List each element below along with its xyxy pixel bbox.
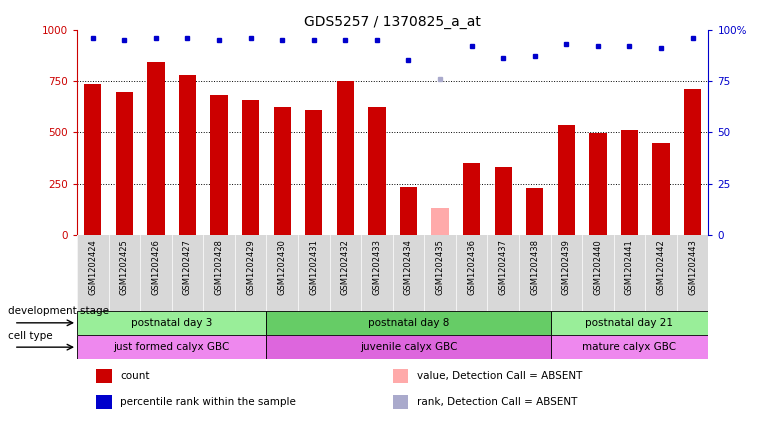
Bar bbox=[557, 125, 575, 235]
Text: GSM1202433: GSM1202433 bbox=[373, 239, 381, 295]
Text: GSM1202427: GSM1202427 bbox=[183, 239, 192, 295]
Bar bbox=[551, 335, 708, 359]
Bar bbox=[242, 100, 259, 235]
Text: GSM1202426: GSM1202426 bbox=[152, 239, 160, 295]
Text: GSM1202438: GSM1202438 bbox=[531, 239, 539, 295]
Bar bbox=[621, 130, 638, 235]
Text: GSM1202442: GSM1202442 bbox=[657, 239, 665, 294]
Bar bbox=[116, 92, 133, 235]
Text: GSM1202430: GSM1202430 bbox=[278, 239, 286, 295]
Bar bbox=[96, 395, 112, 409]
Bar bbox=[77, 310, 266, 335]
Text: GSM1202425: GSM1202425 bbox=[120, 239, 129, 294]
Text: GSM1202441: GSM1202441 bbox=[625, 239, 634, 294]
Bar bbox=[266, 310, 551, 335]
Text: cell type: cell type bbox=[8, 331, 52, 341]
Bar bbox=[463, 163, 480, 235]
Bar bbox=[210, 95, 228, 235]
Bar bbox=[147, 63, 165, 235]
Text: GSM1202437: GSM1202437 bbox=[499, 239, 507, 295]
Text: development stage: development stage bbox=[8, 306, 109, 316]
Text: postnatal day 8: postnatal day 8 bbox=[368, 318, 449, 328]
Text: rank, Detection Call = ABSENT: rank, Detection Call = ABSENT bbox=[417, 397, 577, 407]
Bar bbox=[273, 107, 291, 235]
Text: value, Detection Call = ABSENT: value, Detection Call = ABSENT bbox=[417, 371, 582, 381]
Bar bbox=[526, 188, 544, 235]
Text: GSM1202440: GSM1202440 bbox=[594, 239, 602, 294]
Bar bbox=[393, 395, 408, 409]
Text: GSM1202435: GSM1202435 bbox=[436, 239, 444, 295]
Text: GSM1202431: GSM1202431 bbox=[310, 239, 318, 295]
Text: GSM1202443: GSM1202443 bbox=[688, 239, 697, 295]
Bar bbox=[179, 75, 196, 235]
Bar bbox=[431, 208, 449, 235]
Text: GSM1202428: GSM1202428 bbox=[215, 239, 223, 295]
Bar bbox=[551, 310, 708, 335]
Bar bbox=[84, 84, 102, 235]
Text: GSM1202432: GSM1202432 bbox=[341, 239, 350, 295]
Bar bbox=[368, 107, 386, 235]
Text: GSM1202439: GSM1202439 bbox=[562, 239, 571, 295]
Text: count: count bbox=[120, 371, 149, 381]
Text: postnatal day 21: postnatal day 21 bbox=[585, 318, 674, 328]
Bar bbox=[77, 335, 266, 359]
Text: GSM1202424: GSM1202424 bbox=[89, 239, 97, 294]
Bar bbox=[266, 335, 551, 359]
Title: GDS5257 / 1370825_a_at: GDS5257 / 1370825_a_at bbox=[304, 14, 481, 29]
Text: mature calyx GBC: mature calyx GBC bbox=[582, 342, 677, 352]
Bar bbox=[305, 110, 323, 235]
Text: postnatal day 3: postnatal day 3 bbox=[131, 318, 213, 328]
Bar bbox=[96, 369, 112, 383]
Bar bbox=[494, 167, 512, 235]
Bar bbox=[336, 81, 354, 235]
Bar bbox=[589, 133, 607, 235]
Text: percentile rank within the sample: percentile rank within the sample bbox=[120, 397, 296, 407]
Bar bbox=[684, 89, 701, 235]
Text: juvenile calyx GBC: juvenile calyx GBC bbox=[360, 342, 457, 352]
Text: just formed calyx GBC: just formed calyx GBC bbox=[113, 342, 230, 352]
Bar bbox=[400, 187, 417, 235]
Text: GSM1202434: GSM1202434 bbox=[404, 239, 413, 295]
Text: GSM1202436: GSM1202436 bbox=[467, 239, 476, 295]
Text: GSM1202429: GSM1202429 bbox=[246, 239, 255, 294]
Bar bbox=[393, 369, 408, 383]
Bar bbox=[652, 143, 670, 235]
